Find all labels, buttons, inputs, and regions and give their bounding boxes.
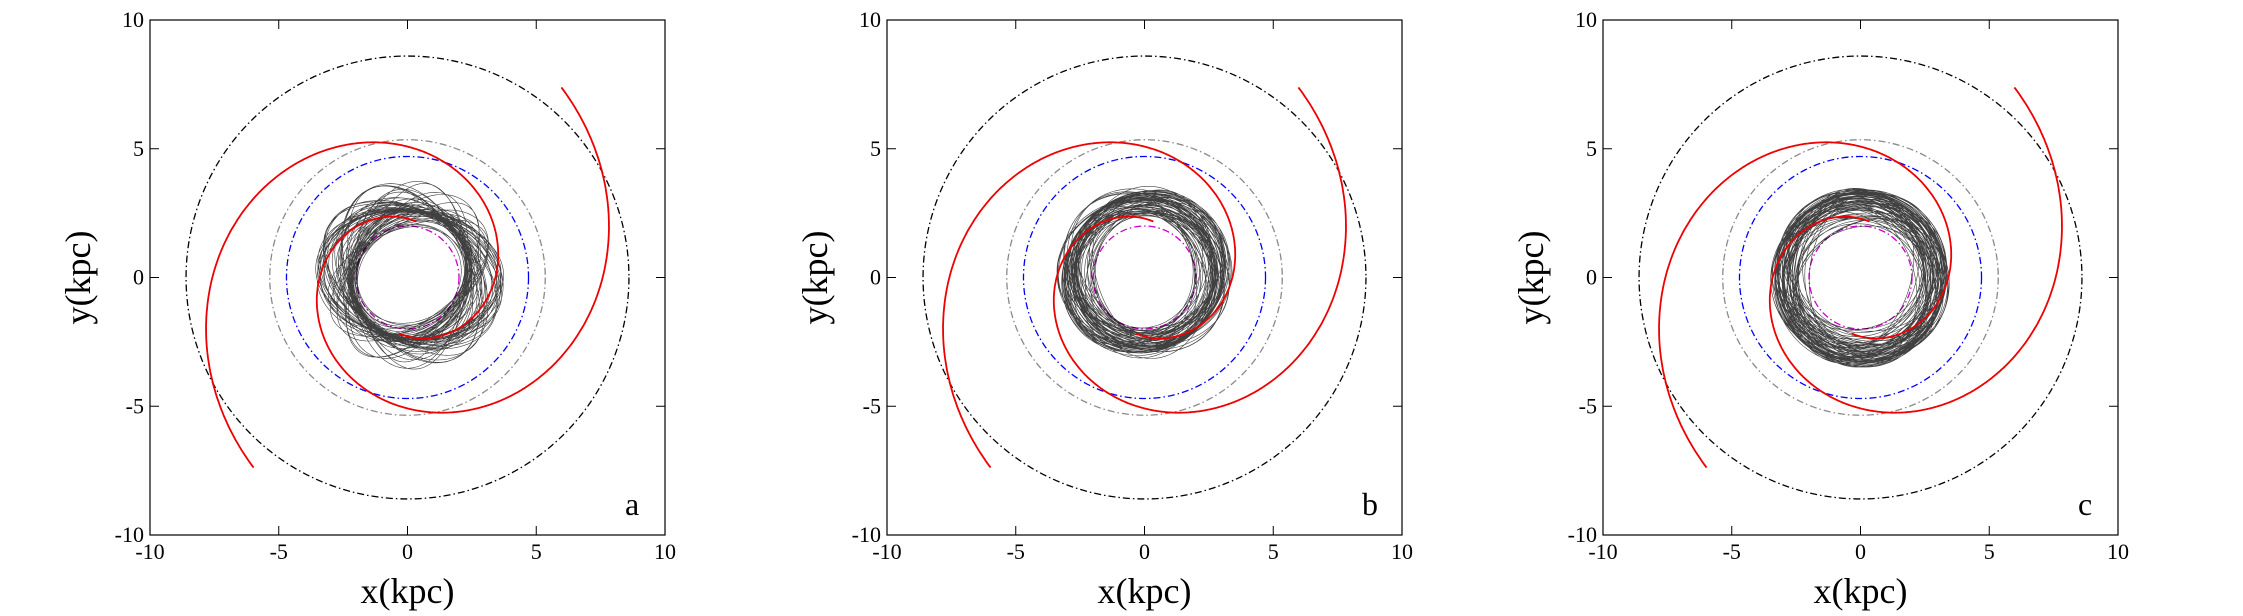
spiral-arm-1-a — [205, 141, 500, 469]
x-tick-label-a: 0 — [402, 539, 413, 564]
x-tick-label-b: 10 — [1391, 539, 1413, 564]
circle-grey-circle-a — [269, 139, 546, 416]
y-tick-label-c: -5 — [1579, 393, 1597, 418]
y-tick-label-a: -5 — [126, 393, 144, 418]
circle-outer-circle-a — [185, 55, 630, 500]
circle-blue-circle-b — [1022, 155, 1267, 400]
panel-label-c: c — [2078, 486, 2092, 522]
x-tick-label-b: -10 — [872, 539, 901, 564]
x-tick-label-b: -5 — [1007, 539, 1025, 564]
y-tick-label-a: -10 — [115, 522, 144, 547]
x-tick-label-a: 10 — [654, 539, 676, 564]
y-tick-label-b: 5 — [870, 136, 881, 161]
y-tick-label-a: 10 — [122, 7, 144, 32]
panel-label-a: a — [625, 486, 639, 522]
y-tick-label-a: 5 — [133, 136, 144, 161]
orbit-trajectory-c — [1770, 187, 1950, 368]
y-tick-label-b: 10 — [859, 7, 881, 32]
circle-outer-circle-b — [922, 55, 1367, 500]
x-axis-label-a: x(kpc) — [361, 571, 455, 611]
orbit-trajectory-a — [315, 181, 505, 370]
y-axis-label-c: y(kpc) — [1511, 231, 1551, 325]
panel-b: -10 -5 0 5 10 -10 -5 0 5 10 b x(kpc) y(kpc) — [795, 7, 1413, 611]
x-tick-label-b: 0 — [1139, 539, 1150, 564]
panel-a: -10 -5 0 5 10 -10 -5 0 5 10 a x(kpc) y(kpc) — [58, 7, 676, 611]
circle-outer-circle-c — [1638, 55, 2083, 500]
circle-grey-circle-c — [1722, 139, 1999, 416]
y-axis-label-a: y(kpc) — [58, 231, 98, 325]
spiral-arm-2-c — [1768, 86, 2063, 414]
x-tick-label-a: 5 — [531, 539, 542, 564]
x-tick-label-c: -10 — [1588, 539, 1617, 564]
x-axis-label-b: x(kpc) — [1098, 571, 1192, 611]
y-tick-label-c: -10 — [1568, 522, 1597, 547]
circle-magenta-circle-c — [1808, 225, 1913, 330]
x-tick-label-a: -5 — [270, 539, 288, 564]
circle-grey-circle-b — [1006, 139, 1283, 416]
x-tick-label-c: 10 — [2107, 539, 2129, 564]
x-tick-label-c: -5 — [1723, 539, 1741, 564]
y-tick-label-c: 10 — [1575, 7, 1597, 32]
y-tick-label-b: 0 — [870, 265, 881, 290]
panel-label-b: b — [1362, 486, 1378, 522]
y-tick-label-b: -10 — [852, 522, 881, 547]
spiral-arm-2-a — [315, 86, 610, 414]
x-tick-label-b: 5 — [1268, 539, 1279, 564]
spiral-arm-1-c — [1658, 141, 1953, 469]
spiral-arm-1-b — [942, 141, 1237, 469]
x-tick-label-a: -10 — [135, 539, 164, 564]
y-tick-label-c: 0 — [1586, 265, 1597, 290]
spiral-arm-2-b — [1052, 86, 1347, 414]
circle-blue-circle-a — [285, 155, 530, 400]
y-axis-label-b: y(kpc) — [795, 231, 835, 325]
y-tick-label-c: 5 — [1586, 136, 1597, 161]
plot-frame-a — [149, 19, 666, 536]
y-tick-label-a: 0 — [133, 265, 144, 290]
x-tick-label-c: 0 — [1855, 539, 1866, 564]
circle-blue-circle-c — [1738, 155, 1983, 400]
y-tick-label-b: -5 — [863, 393, 881, 418]
plot-frame-c — [1602, 19, 2119, 536]
plot-frame-b — [886, 19, 1403, 536]
x-tick-label-c: 5 — [1984, 539, 1995, 564]
x-axis-label-c: x(kpc) — [1814, 571, 1908, 611]
panel-c: -10 -5 0 5 10 -10 -5 0 5 10 c x(kpc) y(kpc) — [1511, 7, 2129, 611]
orbit-trajectory-b — [1056, 186, 1233, 359]
